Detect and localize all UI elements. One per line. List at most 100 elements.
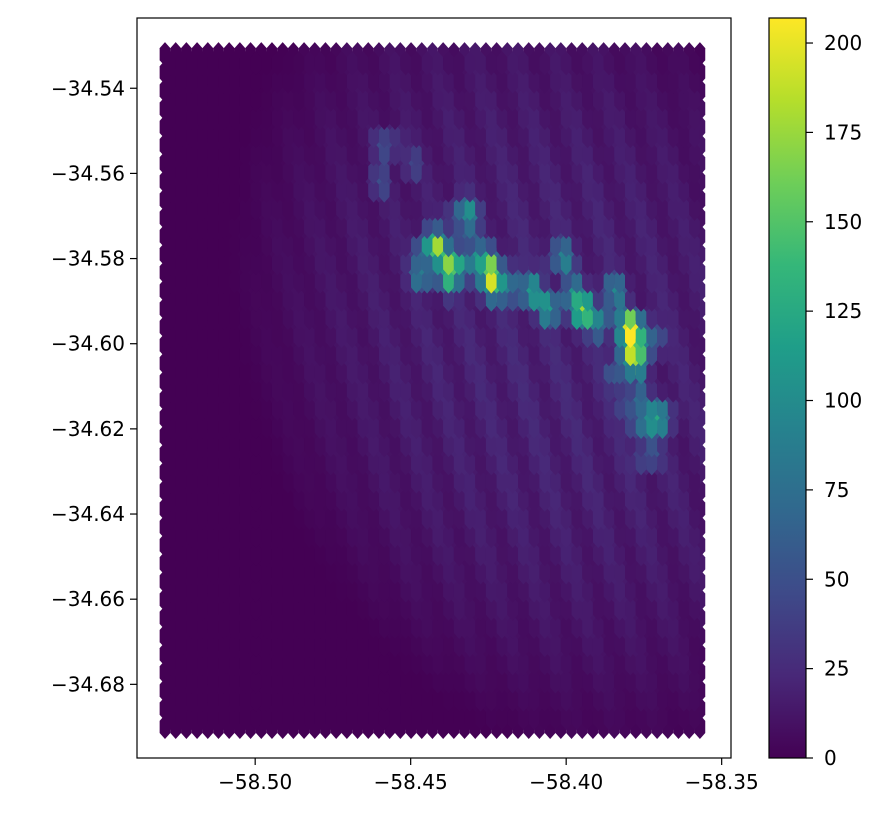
hexbin-cell: [635, 360, 647, 385]
hexbin-cell: [464, 305, 476, 330]
hexbin-cell: [571, 178, 583, 203]
hexbin-cell: [453, 596, 465, 621]
hexbin-cell: [325, 432, 337, 458]
hexbin-cell: [667, 651, 679, 676]
hexbin-cell: [689, 560, 700, 585]
hexbin-cell: [592, 305, 604, 330]
hexbin-cell: [464, 160, 476, 185]
hexbin-cell: [635, 87, 647, 112]
hexbin-cell: [518, 160, 529, 185]
hexbin-cell: [571, 542, 583, 567]
hexbin-cell: [550, 469, 561, 494]
hexbin-cell: [229, 323, 240, 349]
hexbin-cell: [197, 578, 208, 603]
hexbin-cell: [603, 505, 615, 530]
hexbin-cell: [421, 105, 433, 130]
hexbin-cell: [229, 51, 240, 76]
hexbin-cell: [164, 123, 176, 149]
hexbin-cell: [282, 614, 294, 640]
hexbin-cell: [357, 342, 369, 367]
hexbin-cell: [175, 269, 187, 294]
hexbin-cell: [239, 142, 251, 167]
hexbin-cell: [314, 560, 326, 585]
hexbin-cell: [186, 196, 198, 221]
hexbin-cell: [475, 505, 486, 530]
hexbin-cell: [186, 614, 198, 640]
hexbin-cell: [614, 87, 626, 112]
hexbin-cell: [325, 123, 337, 149]
hexbin-cell: [261, 160, 272, 185]
hexbin-cell: [539, 596, 551, 621]
hexbin-cell: [207, 51, 219, 76]
hexbin-cell: [175, 669, 187, 694]
hexbin-cell: [528, 105, 540, 130]
hexbin-cell: [378, 342, 390, 367]
hexbin-cell: [550, 451, 561, 476]
hexbin-cell: [485, 414, 497, 440]
hexbin-cell: [571, 87, 583, 112]
hexbin-cell: [646, 269, 658, 294]
hexbin-cell: [197, 123, 208, 149]
hexbin-cell: [218, 105, 230, 130]
hexbin-cell: [164, 178, 176, 203]
hexbin-cell: [346, 123, 358, 149]
hexbin-cell: [207, 614, 219, 640]
hexbin-cell: [304, 214, 315, 240]
hexbin-cell: [400, 651, 412, 676]
hexbin-cell: [378, 487, 390, 512]
hexbin-cell: [678, 142, 690, 167]
hexbin-cell: [271, 287, 283, 312]
hexbin-cell: [550, 596, 561, 621]
hexbin-cell: [164, 342, 176, 367]
hexbin-cell: [271, 105, 283, 130]
hexbin-cell: [646, 123, 658, 149]
hexbin-cell: [443, 651, 454, 676]
x-axis: −58.50 −58.45 −58.40 −58.35: [218, 758, 759, 794]
hexbin-cell: [485, 123, 497, 149]
hexbin-cell: [271, 560, 283, 585]
hexbin-cell: [368, 269, 379, 294]
hexbin-cell: [175, 614, 187, 640]
hexbin-cell: [603, 542, 615, 567]
hexbin-cell: [657, 142, 668, 167]
hexbin-cell: [336, 378, 347, 403]
hexbin-cell: [571, 123, 583, 149]
hexbin-cell: [378, 196, 390, 221]
hexbin-cell: [507, 269, 519, 294]
hexbin-cell: [625, 251, 636, 276]
hexbin-cell: [261, 69, 272, 94]
hexbin-cell: [464, 487, 476, 512]
hexbin-cell: [325, 487, 337, 512]
hexbin-cell: [389, 596, 401, 621]
hexbin-cell: [528, 232, 540, 258]
hexbin-cell: [175, 632, 187, 658]
hexbin-cell: [592, 669, 604, 694]
hexbin-cell: [625, 505, 636, 530]
hexbin-cell: [539, 632, 551, 658]
hexbin-cell: [614, 487, 626, 512]
hexbin-cell: [186, 178, 198, 203]
hexbin-cell: [496, 705, 508, 730]
hexbin-cell: [496, 378, 508, 403]
hexbin-cell: [250, 142, 262, 167]
hexbin-cell: [582, 523, 593, 549]
hexbin-cell: [218, 560, 230, 585]
hexbin-cell: [485, 705, 497, 730]
hexbin-cell: [689, 87, 700, 112]
hexbin-cell: [261, 487, 272, 512]
hexbin-cell: [197, 396, 208, 421]
hexbin-cell: [325, 378, 337, 403]
hexbin-cell: [646, 651, 658, 676]
hexbin-cell: [464, 651, 476, 676]
hexbin-cell: [485, 487, 497, 512]
hexbin-cell: [239, 123, 251, 149]
hexbin-cell: [485, 87, 497, 112]
hexbin-cell: [368, 542, 379, 567]
hexbin-cell: [357, 69, 369, 94]
hexbin-cell: [186, 142, 198, 167]
hexbin-cell: [186, 432, 198, 458]
hexbin-cell: [443, 596, 454, 621]
hexbin-cell: [560, 396, 572, 421]
hexbin-cell: [507, 160, 519, 185]
hexbin-cell: [432, 487, 444, 512]
